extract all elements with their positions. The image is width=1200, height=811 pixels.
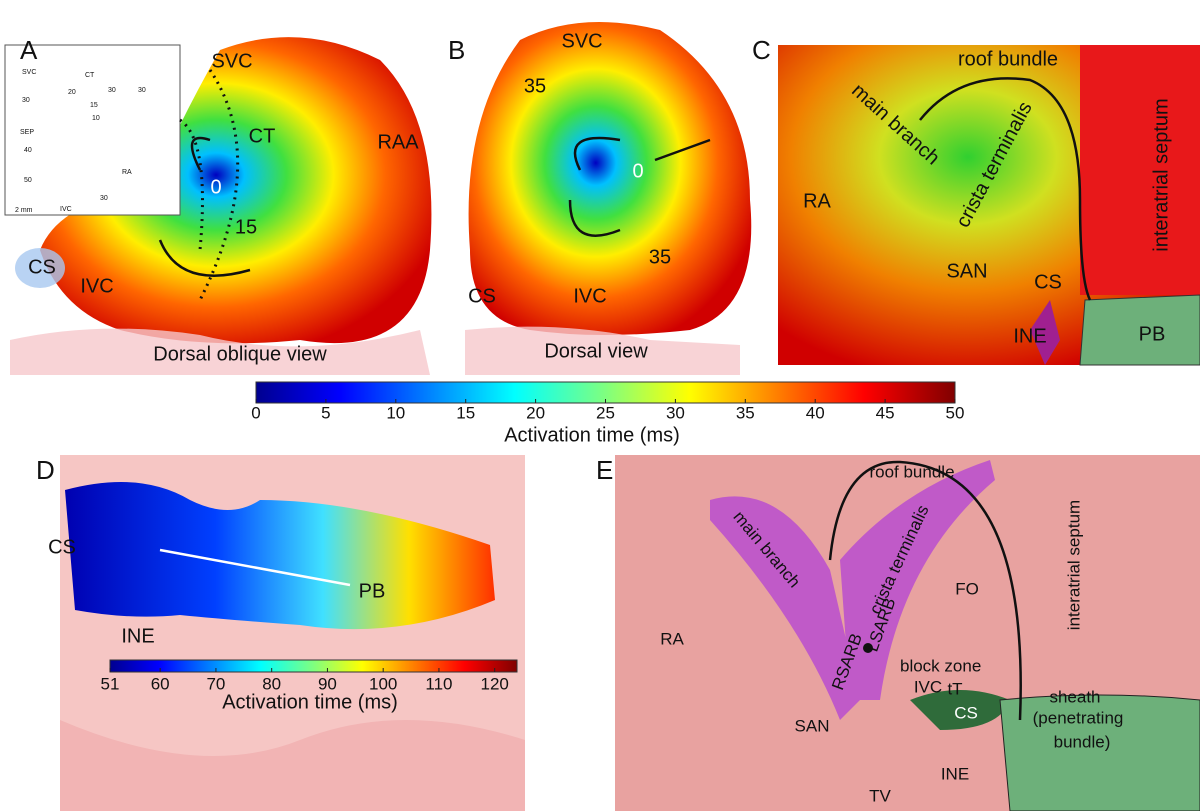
panel-e-art	[615, 455, 1200, 811]
label: IVC	[914, 677, 942, 696]
panel-c-art	[778, 45, 1200, 365]
label: PB	[359, 580, 386, 602]
panel-letter: C	[752, 35, 771, 65]
colorbar-tick-label: 70	[206, 674, 225, 693]
label: SVC	[211, 50, 252, 72]
label: interatrial septum	[1064, 500, 1083, 630]
label: RA	[660, 629, 684, 648]
inset-label: CT	[85, 72, 95, 79]
label: bundle)	[1054, 732, 1111, 751]
colorbar-tick-label: 35	[736, 403, 755, 422]
colorbar-tick-label: 50	[946, 403, 965, 422]
label: 15	[235, 216, 257, 238]
inset-label: 15	[90, 102, 98, 109]
panel-letter: E	[596, 455, 613, 485]
label: FO	[955, 579, 979, 598]
colorbar-tick-label: 120	[481, 674, 509, 693]
label: 0	[210, 176, 221, 198]
label: roof bundle	[869, 462, 954, 481]
colorbar-tick-label: 60	[151, 674, 170, 693]
label: CS	[48, 536, 76, 558]
inset-label: 20	[68, 89, 76, 96]
colorbar-tick-label: 40	[806, 403, 825, 422]
panel-b-art	[465, 22, 751, 375]
label: CS	[468, 285, 496, 307]
inset-label: 30	[100, 195, 108, 202]
label: PB	[1139, 323, 1166, 345]
colorbar-tick-label: 10	[386, 403, 405, 422]
colorbar-tick-label: 45	[876, 403, 895, 422]
colorbar-tick-label: 110	[425, 674, 452, 693]
label: sheath	[1049, 687, 1100, 706]
colorbar-tick-label: 15	[456, 403, 475, 422]
label: tT	[947, 679, 962, 698]
inset-label: 30	[108, 87, 116, 94]
colorbar-tick-label: 20	[526, 403, 545, 422]
inset-label: 10	[92, 115, 100, 122]
colorbar-title: Activation time (ms)	[222, 691, 398, 713]
label: 35	[524, 75, 546, 97]
label: TV	[869, 786, 891, 805]
figure: A SVC CT RAA 0 15 CS IVC Dorsal oblique …	[0, 0, 1200, 811]
inset-label: IVC	[60, 206, 72, 213]
label: SAN	[946, 260, 987, 282]
label: INE	[941, 764, 969, 783]
label: IVC	[573, 285, 606, 307]
label: CT	[249, 125, 276, 147]
inset-label: 2 mm	[15, 207, 33, 214]
label: RA	[803, 190, 831, 212]
caption: Dorsal view	[544, 340, 648, 362]
label: SAN	[795, 716, 830, 735]
colorbar-title: Activation time (ms)	[504, 424, 680, 446]
colorbar-tick-label: 30	[666, 403, 685, 422]
caption: Dorsal oblique view	[153, 343, 327, 365]
panel-letter: D	[36, 455, 55, 485]
label: interatrial septum	[1150, 98, 1172, 251]
colorbar-tick-label: 51	[101, 674, 120, 693]
colorbar-tick-label: 90	[318, 674, 337, 693]
label: RAA	[377, 131, 419, 153]
label: roof bundle	[958, 48, 1058, 70]
label: (penetrating	[1033, 708, 1124, 727]
inset-label: SVC	[22, 69, 36, 76]
label: SVC	[561, 30, 602, 52]
inset-label: SEP	[20, 129, 34, 136]
label: 35	[649, 246, 671, 268]
colorbar-tick-label: 0	[251, 403, 260, 422]
label: block zone	[900, 656, 981, 675]
inset-label: 30	[138, 87, 146, 94]
panel-letter: A	[20, 35, 38, 65]
label: CS	[1034, 271, 1062, 293]
inset-label: RA	[122, 169, 132, 176]
inset-label: 40	[24, 147, 32, 154]
label: INE	[1013, 325, 1046, 347]
label: INE	[121, 625, 154, 647]
colorbar-tick-label: 80	[262, 674, 281, 693]
label: 0	[632, 160, 643, 182]
inset-label: 50	[24, 177, 32, 184]
inset-label: 30	[22, 97, 30, 104]
label: CS	[28, 256, 56, 278]
label: CS	[954, 703, 978, 722]
label: IVC	[80, 275, 113, 297]
colorbar-tick-label: 5	[321, 403, 330, 422]
panel-letter: B	[448, 35, 465, 65]
colorbar-tick-label: 25	[596, 403, 615, 422]
colorbar-tick-label: 100	[369, 674, 397, 693]
